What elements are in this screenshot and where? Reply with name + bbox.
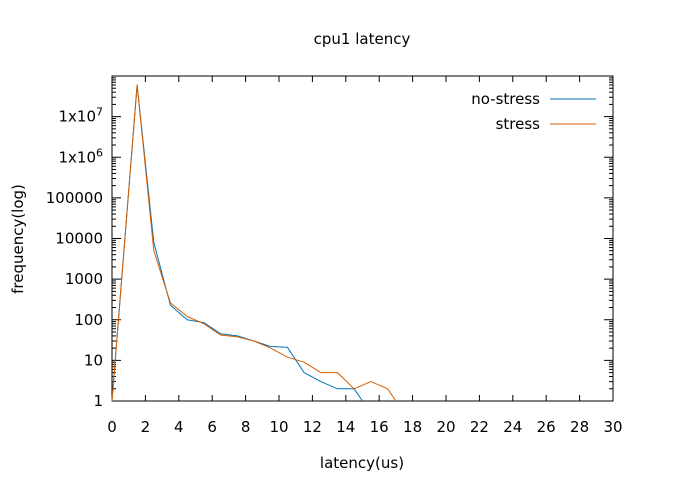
legend: no-stress stress [471, 90, 596, 133]
chart-title: cpu1 latency [314, 30, 411, 48]
x-ticks: 0 2 4 6 8 10 12 14 16 18 20 22 24 26 28 30 [107, 76, 623, 436]
y-tick-label: 1000 [65, 270, 103, 288]
x-tick-label: 10 [269, 418, 288, 436]
x-tick-label: 28 [570, 418, 589, 436]
x-tick-label: 30 [603, 418, 622, 436]
y-tick-label: 100000 [46, 189, 103, 207]
x-tick-label: 20 [436, 418, 455, 436]
legend-label: no-stress [471, 90, 540, 108]
x-tick-label: 0 [107, 418, 117, 436]
y-tick-label: 10000 [55, 230, 103, 248]
y-axis-label: frequency(log) [9, 184, 27, 294]
series-line-stress [111, 84, 397, 402]
x-tick-label: 16 [370, 418, 389, 436]
x-tick-label: 8 [241, 418, 251, 436]
y-tick-label: 1x107 [58, 106, 103, 126]
series-line-no-stress [111, 84, 363, 402]
x-tick-label: 12 [303, 418, 322, 436]
y-tick-label: 100 [74, 311, 103, 329]
x-tick-label: 14 [336, 418, 355, 436]
y-tick-label: 1 [93, 392, 103, 410]
x-tick-label: 26 [537, 418, 556, 436]
x-axis-label: latency(us) [320, 454, 404, 472]
x-tick-label: 6 [207, 418, 217, 436]
x-tick-label: 4 [174, 418, 184, 436]
y-tick-label: 1x106 [58, 146, 103, 166]
x-tick-label: 2 [141, 418, 151, 436]
x-tick-label: 24 [503, 418, 522, 436]
series-layer [111, 84, 397, 402]
x-tick-label: 18 [403, 418, 422, 436]
y-ticks: 1 10 100 1000 10000 100000 1x106 1x107 [46, 77, 613, 410]
x-tick-label: 22 [470, 418, 489, 436]
y-tick-label: 10 [84, 351, 103, 369]
legend-label: stress [496, 115, 541, 133]
